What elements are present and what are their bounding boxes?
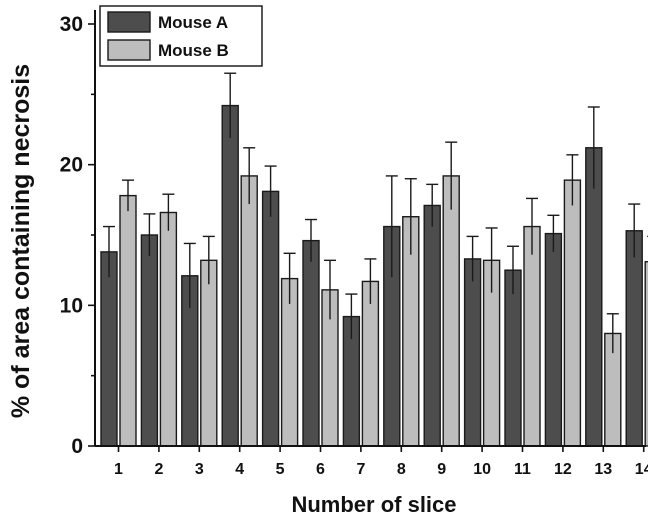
bar-mouse-a-slice-5 (261, 190, 280, 447)
legend-swatch-mouse-a (107, 11, 151, 33)
x-tick-label-14: 14 (635, 461, 648, 478)
legend-swatch-mouse-b (107, 39, 151, 61)
x-tick-label-7: 7 (356, 461, 365, 478)
error-bars-group (103, 72, 648, 354)
y-tick-label-0: 0 (71, 435, 83, 458)
bar-mouse-b-slice-11 (523, 225, 541, 447)
x-tick-label-13: 13 (594, 461, 612, 478)
bar-mouse-b-slice-7 (361, 280, 380, 447)
bar-mouse-b-slice-2 (159, 211, 178, 447)
ticks-group: 01020301234567891011121314 (60, 13, 648, 478)
x-tick-label-11: 11 (514, 461, 531, 478)
x-tick-label-6: 6 (316, 461, 325, 478)
x-axis-title: Number of slice (291, 492, 456, 517)
bar-mouse-b-slice-1 (119, 194, 137, 447)
x-tick-label-1: 1 (114, 461, 123, 478)
bar-mouse-a-slice-14 (625, 230, 643, 447)
bar-mouse-a-slice-1 (100, 251, 118, 447)
bar-mouse-b-slice-12 (563, 179, 582, 447)
x-tick-label-8: 8 (397, 461, 406, 478)
legend-label-mouse-b: Mouse B (158, 41, 229, 60)
bar-mouse-a-slice-6 (302, 239, 320, 447)
y-tick-label-10: 10 (60, 294, 83, 317)
bars-group (100, 104, 648, 447)
x-tick-label-12: 12 (554, 461, 572, 478)
x-tick-label-3: 3 (195, 461, 204, 478)
x-tick-label-4: 4 (235, 461, 244, 478)
bar-mouse-a-slice-13 (585, 147, 603, 447)
y-axis-title: % of area containing necrosis (7, 64, 35, 418)
bar-mouse-b-slice-9 (442, 175, 460, 447)
axes-group (94, 10, 646, 447)
bar-mouse-b-slice-4 (240, 175, 258, 447)
y-tick-label-20: 20 (60, 154, 83, 177)
y-tick-label-30: 30 (60, 13, 83, 36)
bar-mouse-a-slice-9 (423, 204, 441, 447)
bar-mouse-a-slice-4 (221, 104, 239, 447)
x-tick-label-2: 2 (154, 461, 163, 478)
bar-mouse-b-slice-14 (644, 261, 648, 447)
x-tick-label-10: 10 (473, 461, 491, 478)
legend: Mouse A Mouse B (99, 5, 263, 67)
bar-mouse-a-slice-10 (463, 258, 482, 447)
bar-mouse-a-slice-2 (140, 234, 159, 447)
bar-mouse-a-slice-12 (544, 232, 563, 447)
bar-mouse-b-slice-3 (200, 259, 218, 447)
x-tick-label-5: 5 (276, 461, 285, 478)
x-tick-label-9: 9 (437, 461, 446, 478)
legend-label-mouse-a: Mouse A (158, 13, 228, 32)
bar-mouse-a-slice-11 (504, 269, 522, 447)
